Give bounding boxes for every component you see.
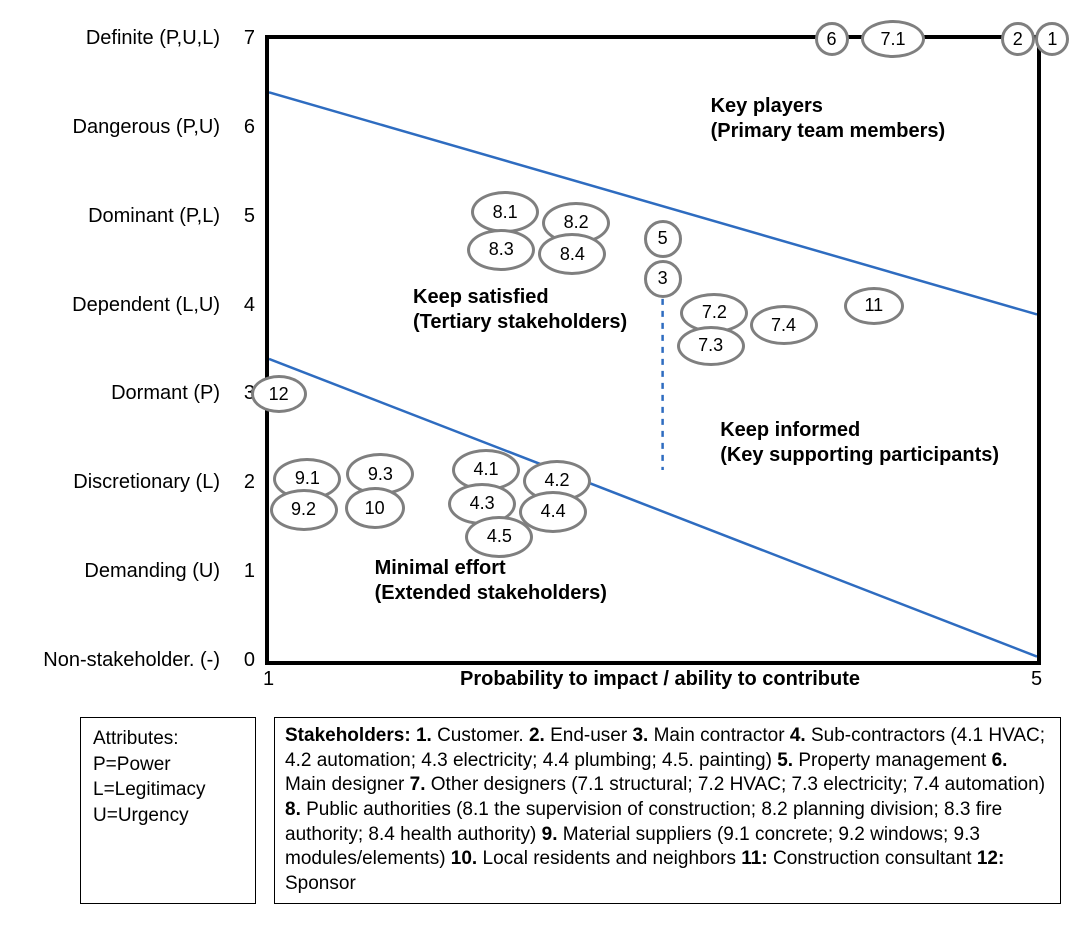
y-tick-number: 5: [244, 205, 255, 228]
stakeholder-bubble: 12: [251, 375, 307, 413]
stakeholder-bubble: 4.4: [519, 491, 587, 533]
stakeholder-bubble: 7.4: [750, 305, 818, 345]
stakeholder-bubble: 10: [345, 487, 405, 529]
attr-line: P=Power: [93, 752, 243, 778]
y-tick-label: Dormant (P)3: [20, 382, 220, 405]
y-tick-label: Discretionary (L)2: [20, 471, 220, 494]
figure-root: Definite (P,U,L)7 Dangerous (P,U)6 Dominan…: [20, 20, 1061, 904]
y-tick-number: 0: [244, 649, 255, 672]
y-tick-number: 1: [244, 560, 255, 583]
stakeholder-bubble: 7.3: [677, 326, 745, 366]
attr-line: U=Urgency: [93, 803, 243, 829]
region-annotation-minimal-effort: Minimal effort(Extended stakeholders): [375, 556, 607, 606]
attr-line: L=Legitimacy: [93, 777, 243, 803]
y-tick-label: Dangerous (P,U)6: [20, 116, 220, 139]
plot-frame: 67.1218.18.28.38.4537.27.47.311129.19.39…: [265, 35, 1041, 665]
y-tick-label: Dependent (L,U)4: [20, 294, 220, 317]
x-tick-label: 1: [263, 668, 274, 691]
stakeholder-bubble: 2: [1001, 22, 1035, 56]
region-annotation-keep-satisfied: Keep satisfied(Tertiary stakeholders): [413, 285, 627, 335]
x-tick-label: 5: [1031, 668, 1042, 691]
stakeholder-bubble: 3: [644, 260, 682, 298]
y-tick-label: Demanding (U)1: [20, 560, 220, 583]
stakeholder-bubble: 7.1: [861, 20, 925, 58]
y-tick-label: Non-stakeholder. (-)0: [20, 649, 220, 672]
chart-area: Definite (P,U,L)7 Dangerous (P,U)6 Dominan…: [20, 20, 1061, 705]
y-tick-label: Dominant (P,L)5: [20, 205, 220, 228]
y-tick-number: 4: [244, 294, 255, 317]
y-tick-number: 2: [244, 471, 255, 494]
legend-row: Attributes: P=Power L=Legitimacy U=Urgen…: [20, 717, 1061, 904]
y-tick-number: 7: [244, 27, 255, 50]
y-tick-number: 6: [244, 116, 255, 139]
x-axis-label: Probability to impact / ability to contr…: [410, 668, 910, 691]
region-annotation-keep-informed: Keep informed(Key supporting participant…: [720, 418, 999, 468]
stakeholder-bubble: 5: [644, 220, 682, 258]
stakeholders-legend: Stakeholders: 1. Customer. 2. End-user 3…: [274, 717, 1061, 904]
stakeholder-bubble: 1: [1035, 22, 1069, 56]
y-tick-label: Definite (P,U,L)7: [20, 27, 220, 50]
stakeholder-bubble: 8.4: [538, 233, 606, 275]
stakeholder-bubble: 8.3: [467, 229, 535, 271]
stakeholder-bubble: 9.2: [270, 489, 338, 531]
stakeholder-bubble: 6: [815, 22, 849, 56]
attributes-legend: Attributes: P=Power L=Legitimacy U=Urgen…: [80, 717, 256, 904]
stakeholder-bubble: 11: [844, 287, 904, 325]
attributes-title: Attributes:: [93, 726, 243, 752]
region-annotation-key-players: Key players(Primary team members): [711, 94, 946, 144]
stakeholder-bubble: 4.5: [465, 516, 533, 558]
